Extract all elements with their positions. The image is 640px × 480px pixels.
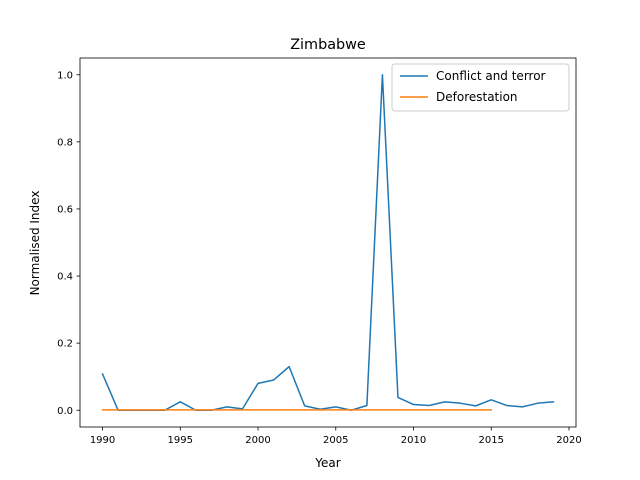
- x-tick-label: 2010: [401, 435, 426, 446]
- legend-label: Deforestation: [436, 90, 518, 104]
- legend: Conflict and terror Deforestation: [391, 63, 570, 112]
- y-tick-label: 0.0: [57, 406, 73, 417]
- x-tick-label: 1995: [168, 435, 193, 446]
- y-tick-label: 0.4: [57, 272, 73, 283]
- chart-title: Zimbabwe: [290, 37, 366, 53]
- x-tick-label: 2015: [479, 435, 504, 446]
- series-line-1: [101, 74, 555, 411]
- x-tick-label: 2020: [556, 435, 581, 446]
- x-tick-label: 2005: [323, 435, 348, 446]
- x-axis-label: Year: [314, 456, 340, 470]
- y-tick-label: 0.6: [57, 205, 73, 216]
- legend-box: [391, 63, 570, 112]
- axes-frame: [79, 57, 577, 428]
- y-tick-label: 0.2: [57, 339, 73, 350]
- y-tick-label: 0.8: [57, 137, 73, 148]
- x-tick-label: 2000: [245, 435, 270, 446]
- legend-label: Conflict and terror: [436, 69, 546, 83]
- y-axis-label: Normalised Index: [28, 191, 42, 296]
- plot-area: 1990 1995 2000 2005 2010 2015 2020 0.0 0.2 0.4 0.6…: [57, 57, 582, 446]
- x-tick-label: 1990: [90, 435, 115, 446]
- y-tick-label: 1.0: [57, 70, 73, 81]
